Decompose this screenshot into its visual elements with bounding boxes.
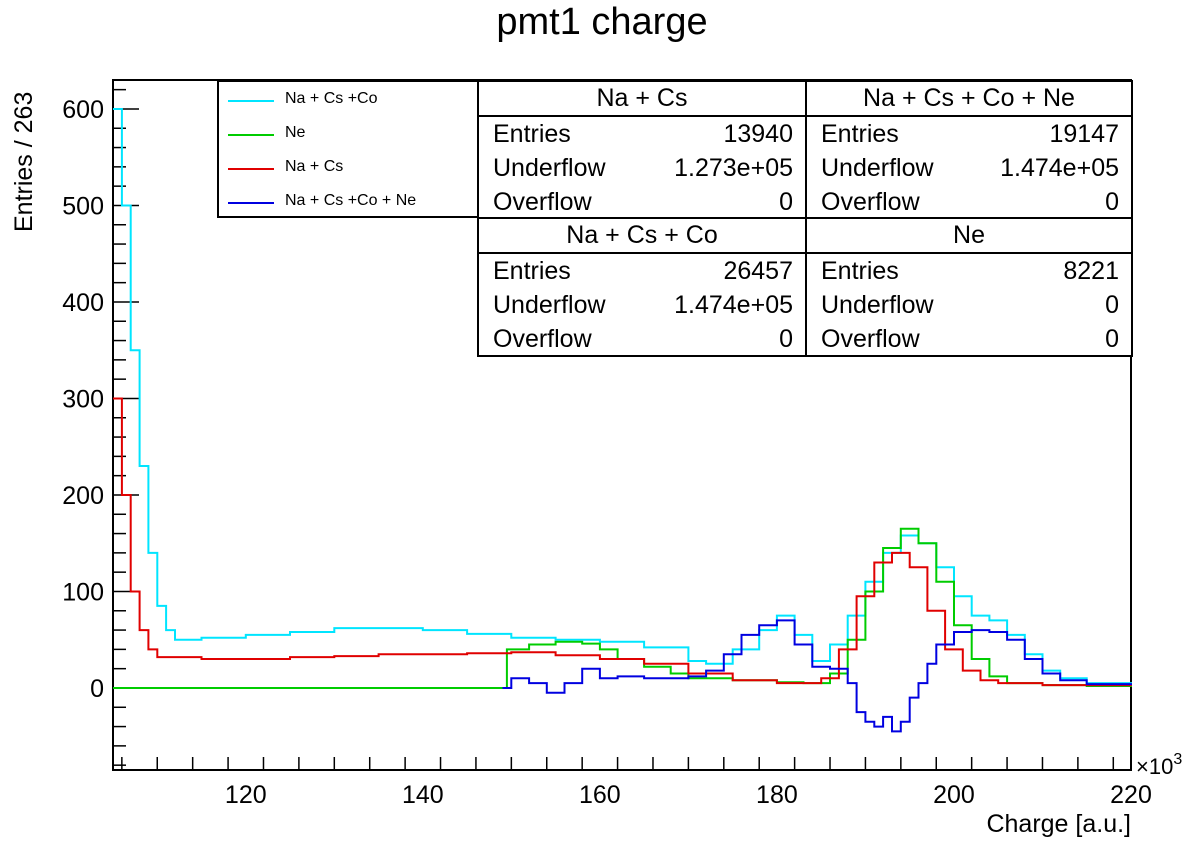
legend-swatch <box>228 134 274 136</box>
stats-row-entries: Entries 19147 <box>821 117 1119 151</box>
stats-box-na-cs-co: Na + Cs + Co Entries 26457 Underflow 1.474… <box>477 217 807 357</box>
stats-row-overflow: Overflow 0 <box>493 185 793 219</box>
x-tick-label: 180 <box>756 781 798 809</box>
stats-row-underflow: Underflow 1.474e+05 <box>821 151 1119 185</box>
stats-value: 0 <box>1105 188 1119 216</box>
legend-swatch <box>228 202 274 204</box>
legend-swatch <box>228 100 274 102</box>
stats-value: 0 <box>1105 325 1119 353</box>
stats-value: 19147 <box>1049 120 1119 148</box>
series-line-3 <box>113 397 1132 687</box>
stats-key: Underflow <box>493 291 606 319</box>
stats-row-underflow: Underflow 1.474e+05 <box>493 288 793 322</box>
series-group <box>113 108 1132 733</box>
stats-key: Overflow <box>821 188 920 216</box>
stats-value: 1.273e+05 <box>674 154 793 182</box>
stats-row-underflow: Underflow 0 <box>821 288 1119 322</box>
y-tick-label: 400 <box>62 289 104 317</box>
stats-row-entries: Entries 26457 <box>493 254 793 288</box>
stats-title: Ne <box>807 219 1131 254</box>
x-multiplier: ×103 <box>1136 751 1182 779</box>
stats-title: Na + Cs + Co + Ne <box>807 82 1131 117</box>
x-tick-label: 120 <box>225 781 267 809</box>
stats-title: Na + Cs <box>479 82 805 117</box>
stats-box-ne: Ne Entries 8221 Underflow 0 Overflow 0 <box>805 217 1133 357</box>
x-multiplier-base: ×10 <box>1136 754 1173 779</box>
stats-value: 0 <box>779 325 793 353</box>
stats-box-na-cs-co-ne: Na + Cs + Co + Ne Entries 19147 Underflow… <box>805 80 1133 219</box>
stats-key: Overflow <box>493 188 592 216</box>
stats-value: 0 <box>779 188 793 216</box>
stats-value: 1.474e+05 <box>674 291 793 319</box>
y-axis-label: Entries / 263 <box>10 92 38 232</box>
series-line-4 <box>502 619 1132 733</box>
y-tick-label: 0 <box>90 675 104 703</box>
stats-key: Underflow <box>493 154 606 182</box>
legend-item: Ne <box>219 118 477 152</box>
stats-key: Overflow <box>821 325 920 353</box>
stats-value: 8221 <box>1063 257 1119 285</box>
stats-key: Entries <box>821 257 899 285</box>
legend-item: Na + Cs +Co + Ne <box>219 186 477 220</box>
legend-item: Na + Cs <box>219 152 477 186</box>
legend-swatch <box>228 168 274 170</box>
y-tick-label: 300 <box>62 385 104 413</box>
stats-key: Underflow <box>821 154 934 182</box>
x-axis-label: Charge [a.u.] <box>986 810 1131 838</box>
series-line-1 <box>113 108 1132 686</box>
x-tick-label: 140 <box>402 781 444 809</box>
legend-label: Na + Cs +Co + Ne <box>285 192 417 209</box>
stats-row-underflow: Underflow 1.273e+05 <box>493 151 793 185</box>
legend-label: Na + Cs +Co <box>285 90 378 107</box>
stats-key: Overflow <box>493 325 592 353</box>
legend-item: Na + Cs +Co <box>219 84 477 118</box>
stats-key: Underflow <box>821 291 934 319</box>
x-tick-label: 220 <box>1110 781 1152 809</box>
x-multiplier-exponent: 3 <box>1173 751 1182 768</box>
stats-row-overflow: Overflow 0 <box>821 322 1119 356</box>
x-tick-label: 160 <box>579 781 621 809</box>
stats-row-entries: Entries 13940 <box>493 117 793 151</box>
stats-row-overflow: Overflow 0 <box>493 322 793 356</box>
x-tick-label: 200 <box>933 781 975 809</box>
stats-key: Entries <box>493 120 571 148</box>
x-axis: 120 140 160 180 200 220 <box>121 757 1152 809</box>
stats-row-overflow: Overflow 0 <box>821 185 1119 219</box>
stats-value: 1.474e+05 <box>1000 154 1119 182</box>
chart-title: pmt1 charge <box>496 1 708 43</box>
y-tick-label: 200 <box>62 482 104 510</box>
y-tick-label: 600 <box>62 96 104 124</box>
legend-label: Na + Cs <box>285 158 344 175</box>
stats-key: Entries <box>821 120 899 148</box>
stats-title: Na + Cs + Co <box>479 219 805 254</box>
stats-value: 13940 <box>723 120 793 148</box>
y-tick-label: 500 <box>62 192 104 220</box>
stats-row-entries: Entries 8221 <box>821 254 1119 288</box>
y-tick-label: 100 <box>62 578 104 606</box>
legend-label: Ne <box>285 124 306 141</box>
legend: Na + Cs +Co Ne Na + Cs Na + Cs +Co + Ne <box>217 80 479 218</box>
stats-key: Entries <box>493 257 571 285</box>
stats-value: 26457 <box>723 257 793 285</box>
y-axis: 0 100 200 300 400 500 600 <box>62 88 139 766</box>
stats-box-na-cs: Na + Cs Entries 13940 Underflow 1.273e+05 … <box>477 80 807 219</box>
series-line-2 <box>113 527 1132 689</box>
stats-value: 0 <box>1105 291 1119 319</box>
